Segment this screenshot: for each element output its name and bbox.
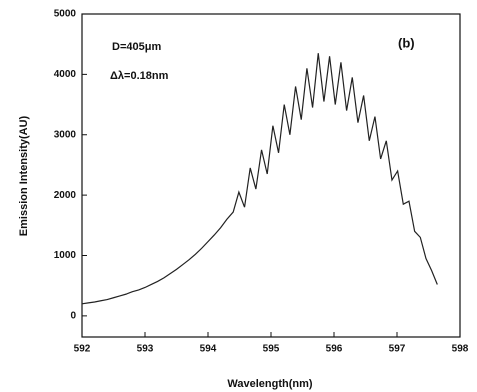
y-tick-label: 5000	[54, 9, 77, 20]
data-line	[81, 53, 438, 305]
y-axis-label: Emission Intensity(AU)	[18, 115, 30, 236]
y-tick-label: 0	[70, 311, 76, 322]
x-tick-label: 596	[326, 344, 343, 355]
x-tick-label: 593	[137, 344, 154, 355]
y-tick-label: 1000	[54, 250, 77, 261]
annotation: Δλ=0.18nm	[110, 70, 169, 82]
annotation: D=405μm	[112, 41, 161, 53]
x-tick-label: 594	[200, 344, 217, 355]
y-tick-label: 3000	[54, 129, 77, 140]
y-tick-label: 2000	[54, 190, 77, 201]
x-axis-label: Wavelength(nm)	[227, 378, 312, 390]
x-tick-label: 597	[389, 344, 406, 355]
plot-frame	[81, 13, 461, 338]
x-tick-label: 598	[452, 344, 469, 355]
annotation: (b)	[398, 35, 415, 50]
x-tick-label: 592	[74, 344, 91, 355]
x-tick-label: 595	[263, 344, 280, 355]
y-tick-label: 4000	[54, 69, 77, 80]
